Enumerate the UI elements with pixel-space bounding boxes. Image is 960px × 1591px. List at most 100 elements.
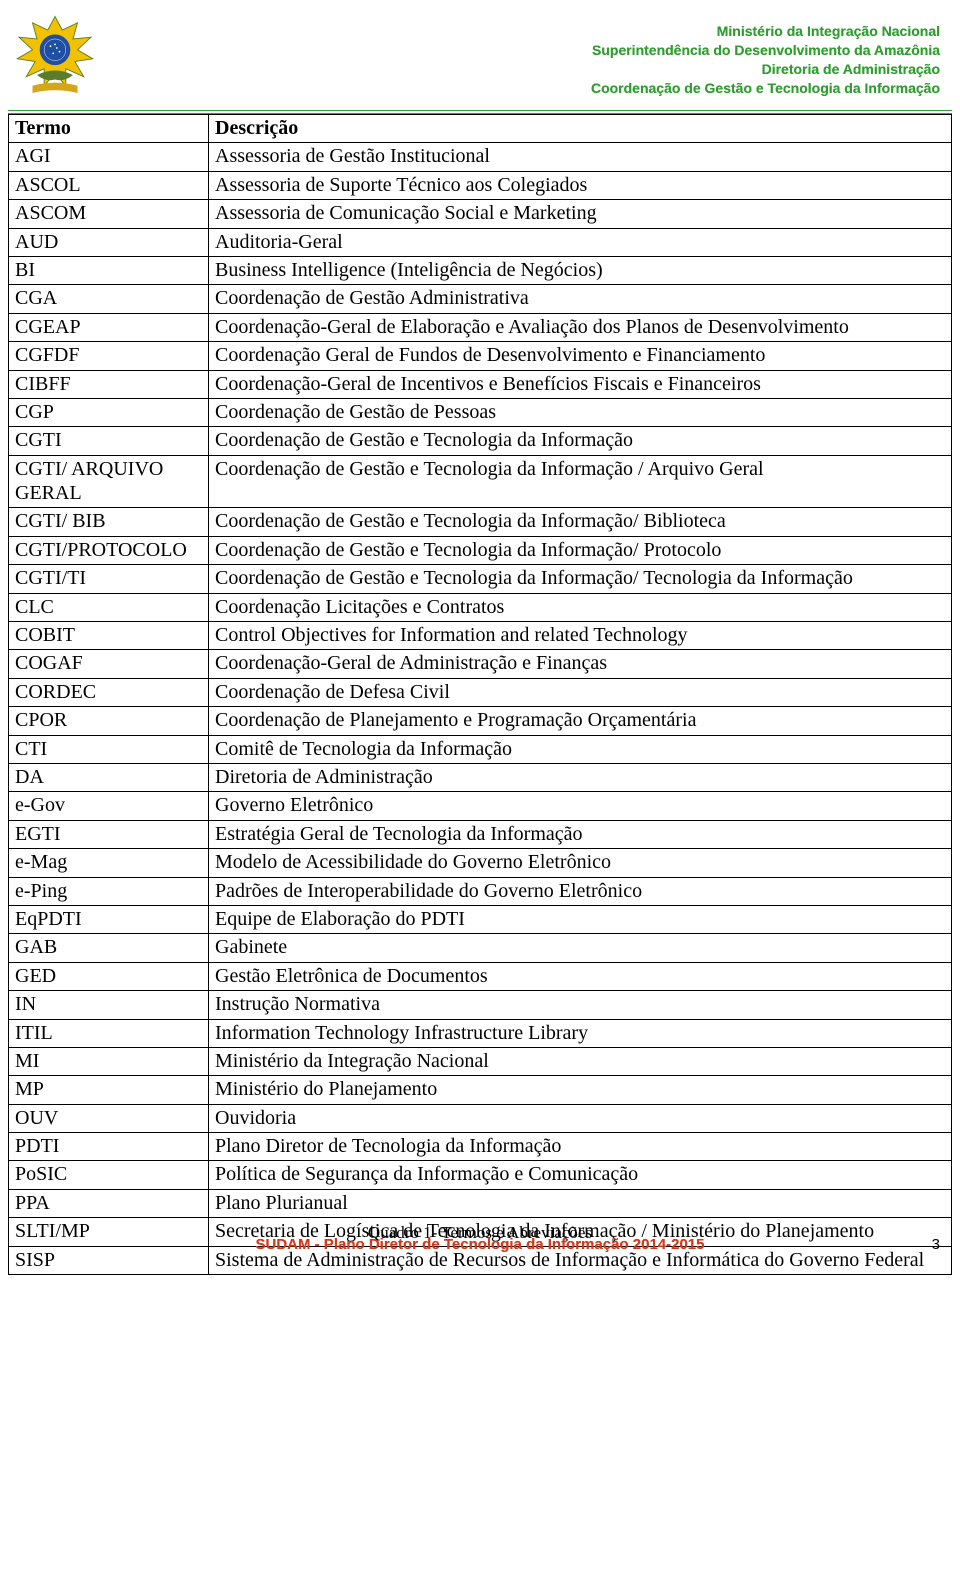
term-cell: CGTI [9,427,209,455]
org-line: Coordenação de Gestão e Tecnologia da In… [591,79,940,98]
term-cell: e-Ping [9,877,209,905]
term-cell: AGI [9,143,209,171]
term-cell: COGAF [9,650,209,678]
term-cell: CORDEC [9,678,209,706]
org-line: Superintendência do Desenvolvimento da A… [591,41,940,60]
description-cell: Plano Plurianual [209,1189,952,1217]
term-cell: GED [9,962,209,990]
term-cell: CLC [9,593,209,621]
description-cell: Coordenação Geral de Fundos de Desenvolv… [209,342,952,370]
page-header: Ministério da Integração Nacional Superi… [0,0,960,110]
table-row: MIMinistério da Integração Nacional [9,1047,952,1075]
table-row: CLCCoordenação Licitações e Contratos [9,593,952,621]
description-cell: Business Intelligence (Inteligência de N… [209,256,952,284]
term-cell: BI [9,256,209,284]
description-cell: Coordenação de Gestão e Tecnologia da In… [209,455,952,508]
term-cell: COBIT [9,622,209,650]
table-row: ITILInformation Technology Infrastructur… [9,1019,952,1047]
term-cell: CGP [9,398,209,426]
table-row: CGTI/ BIBCoordenação de Gestão e Tecnolo… [9,508,952,536]
description-cell: Coordenação-Geral de Administração e Fin… [209,650,952,678]
term-cell: MP [9,1076,209,1104]
description-cell: Padrões de Interoperabilidade do Governo… [209,877,952,905]
term-cell: ASCOL [9,171,209,199]
term-cell: PoSIC [9,1161,209,1189]
org-line: Ministério da Integração Nacional [591,22,940,41]
table-row: AUDAuditoria-Geral [9,228,952,256]
term-cell: AUD [9,228,209,256]
brazil-coat-of-arms-logo [10,12,100,102]
term-cell: CGEAP [9,313,209,341]
term-cell: CTI [9,735,209,763]
table-row: e-MagModelo de Acessibilidade do Governo… [9,849,952,877]
table-row: ASCOMAssessoria de Comunicação Social e … [9,200,952,228]
table-row: COGAFCoordenação-Geral de Administração … [9,650,952,678]
term-cell: SISP [9,1246,209,1274]
description-cell: Comitê de Tecnologia da Informação [209,735,952,763]
term-cell: CIBFF [9,370,209,398]
term-cell: CGFDF [9,342,209,370]
description-cell: Estratégia Geral de Tecnologia da Inform… [209,820,952,848]
table-row: ASCOLAssessoria de Suporte Técnico aos C… [9,171,952,199]
description-cell: Coordenação de Defesa Civil [209,678,952,706]
org-header-text: Ministério da Integração Nacional Superi… [591,12,940,98]
description-cell: Política de Segurança da Informação e Co… [209,1161,952,1189]
table-row: GEDGestão Eletrônica de Documentos [9,962,952,990]
term-cell: PDTI [9,1133,209,1161]
table-row: CPORCoordenação de Planejamento e Progra… [9,707,952,735]
description-cell: Instrução Normativa [209,991,952,1019]
description-cell: Control Objectives for Information and r… [209,622,952,650]
description-cell: Coordenação de Gestão e Tecnologia da In… [209,536,952,564]
table-row: INInstrução Normativa [9,991,952,1019]
term-cell: DA [9,763,209,791]
table-row: CGACoordenação de Gestão Administrativa [9,285,952,313]
table-row: PDTIPlano Diretor de Tecnologia da Infor… [9,1133,952,1161]
table-row: DADiretoria de Administração [9,763,952,791]
table-row: e-PingPadrões de Interoperabilidade do G… [9,877,952,905]
table-row: CGFDFCoordenação Geral de Fundos de Dese… [9,342,952,370]
table-row: EqPDTIEquipe de Elaboração do PDTI [9,905,952,933]
term-cell: CPOR [9,707,209,735]
description-cell: Secretaria de Logística de Tecnologia da… [209,1218,952,1246]
page-number: 3 [932,1236,940,1253]
table-row: CGPCoordenação de Gestão de Pessoas [9,398,952,426]
description-cell: Ministério da Integração Nacional [209,1047,952,1075]
description-cell: Diretoria de Administração [209,763,952,791]
description-cell: Coordenação-Geral de Incentivos e Benefí… [209,370,952,398]
description-cell: Information Technology Infrastructure Li… [209,1019,952,1047]
description-cell: Sistema de Administração de Recursos de … [209,1246,952,1274]
table-row: AGIAssessoria de Gestão Institucional [9,143,952,171]
table-row: PoSICPolítica de Segurança da Informação… [9,1161,952,1189]
description-cell: Modelo de Acessibilidade do Governo Elet… [209,849,952,877]
table-row: SISPSistema de Administração de Recursos… [9,1246,952,1274]
table-row: CIBFFCoordenação-Geral de Incentivos e B… [9,370,952,398]
column-header-desc: Descrição [209,115,952,143]
table-row: PPAPlano Plurianual [9,1189,952,1217]
description-cell: Ouvidoria [209,1104,952,1132]
column-header-term: Termo [9,115,209,143]
table-row: CGTI/TICoordenação de Gestão e Tecnologi… [9,565,952,593]
term-cell: ASCOM [9,200,209,228]
table-row: OUVOuvidoria [9,1104,952,1132]
description-cell: Assessoria de Gestão Institucional [209,143,952,171]
term-cell: GAB [9,934,209,962]
table-row: CORDECCoordenação de Defesa Civil [9,678,952,706]
term-cell: IN [9,991,209,1019]
table-row: BIBusiness Intelligence (Inteligência de… [9,256,952,284]
term-cell: CGTI/ ARQUIVO GERAL [9,455,209,508]
table-row: e-GovGoverno Eletrônico [9,792,952,820]
description-cell: Coordenação de Planejamento e Programaçã… [209,707,952,735]
term-cell: CGTI/ BIB [9,508,209,536]
term-cell: EqPDTI [9,905,209,933]
description-cell: Equipe de Elaboração do PDTI [209,905,952,933]
table-row: CGTI/PROTOCOLOCoordenação de Gestão e Te… [9,536,952,564]
description-cell: Assessoria de Suporte Técnico aos Colegi… [209,171,952,199]
table-row: MPMinistério do Planejamento [9,1076,952,1104]
description-cell: Coordenação-Geral de Elaboração e Avalia… [209,313,952,341]
table-row: EGTIEstratégia Geral de Tecnologia da In… [9,820,952,848]
description-cell: Gabinete [209,934,952,962]
term-cell: CGTI/TI [9,565,209,593]
term-cell: e-Mag [9,849,209,877]
table-row: CGTICoordenação de Gestão e Tecnologia d… [9,427,952,455]
table-row: CGTI/ ARQUIVO GERALCoordenação de Gestão… [9,455,952,508]
